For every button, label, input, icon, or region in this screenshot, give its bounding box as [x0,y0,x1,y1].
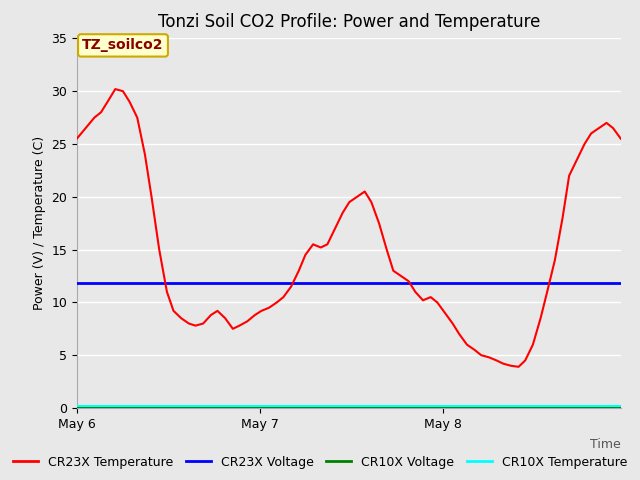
Legend: CR23X Temperature, CR23X Voltage, CR10X Voltage, CR10X Temperature: CR23X Temperature, CR23X Voltage, CR10X … [8,451,632,474]
Text: TZ_soilco2: TZ_soilco2 [82,38,164,52]
Y-axis label: Power (V) / Temperature (C): Power (V) / Temperature (C) [33,136,45,310]
Text: Time: Time [590,438,621,451]
Title: Tonzi Soil CO2 Profile: Power and Temperature: Tonzi Soil CO2 Profile: Power and Temper… [157,13,540,31]
